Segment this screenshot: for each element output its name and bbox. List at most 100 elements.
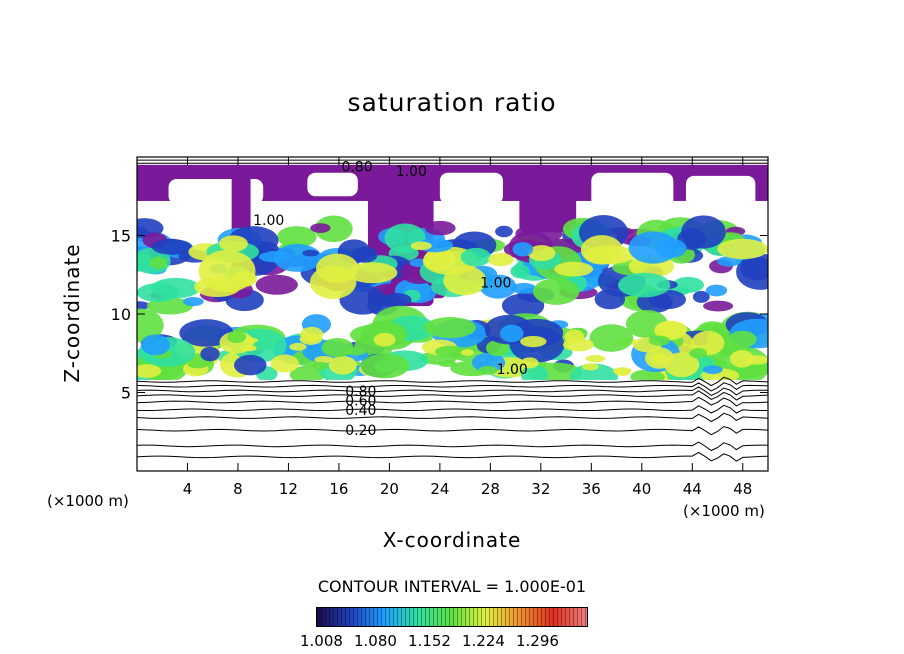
- field-cell: [137, 301, 150, 311]
- colorbar: [316, 607, 588, 627]
- field-cell: [289, 342, 307, 351]
- contour-lines: [137, 159, 768, 462]
- field-cell: [479, 274, 517, 299]
- field-cell: [233, 354, 267, 376]
- colorbar-tick-label: 1.296: [516, 632, 559, 650]
- subsaturated-patch: [439, 172, 503, 205]
- field-cell: [728, 330, 757, 348]
- field-cell: [510, 264, 530, 279]
- field-cell: [137, 283, 180, 303]
- field-cell: [654, 238, 687, 259]
- field-cell: [495, 225, 513, 238]
- colorbar-tick-label: 1.152: [408, 632, 451, 650]
- x-tick-label: 8: [233, 480, 243, 498]
- field-cell: [478, 365, 498, 375]
- field-cell: [512, 242, 534, 257]
- field-cell: [501, 293, 545, 318]
- field-cell: [689, 348, 708, 359]
- field-cell: [200, 346, 220, 362]
- subsaturated-patch: [307, 172, 358, 197]
- field-cell: [218, 235, 248, 252]
- field-cell: [437, 360, 457, 368]
- field-cell: [277, 226, 317, 248]
- x-tick-label: 36: [582, 480, 601, 498]
- field-cell: [581, 363, 599, 371]
- y-tick-label: 5: [121, 384, 131, 403]
- contour-label: 0.80: [341, 159, 372, 175]
- contour-label: 0.80: [345, 384, 376, 400]
- field-cell: [255, 274, 298, 295]
- field-cell: [227, 330, 247, 344]
- field-cell: [424, 317, 476, 339]
- field-cell: [314, 355, 334, 364]
- field-cell: [321, 338, 354, 358]
- field-cell: [423, 247, 457, 271]
- field-cell: [179, 319, 234, 347]
- field-cell: [299, 333, 323, 345]
- field-cell: [435, 345, 466, 358]
- contour-interval-note: CONTOUR INTERVAL = 1.000E-01: [317, 577, 587, 596]
- x-unit-left: (×1000 m): [47, 492, 129, 510]
- field-cell: [648, 335, 670, 346]
- contour-label: 0.20: [345, 423, 376, 439]
- field-cell: [302, 249, 320, 257]
- field-cell: [717, 238, 768, 260]
- x-tick-label: 32: [531, 480, 550, 498]
- field-cell: [310, 223, 331, 233]
- y-axis-label: Z-coordinate: [60, 243, 84, 383]
- field-cell: [141, 334, 171, 356]
- field-cell: [644, 347, 674, 369]
- field-cell: [258, 251, 291, 263]
- x-axis-label: X-coordinate: [382, 528, 522, 552]
- field-cell: [520, 364, 549, 385]
- field-cell: [564, 329, 585, 345]
- y-tick-label: 10: [111, 305, 131, 324]
- field-cell: [702, 365, 723, 374]
- field-cell: [740, 256, 768, 281]
- field-cell: [151, 239, 193, 255]
- field-cell: [520, 357, 539, 369]
- field-cell: [314, 215, 353, 243]
- contour-label: 1.00: [396, 164, 427, 180]
- field-cell: [424, 220, 456, 236]
- contour-line: [137, 425, 768, 436]
- field-cell: [182, 296, 204, 307]
- field-cell: [585, 355, 606, 363]
- x-tick-label: 28: [481, 480, 500, 498]
- contour-line: [137, 382, 768, 392]
- field-cell: [527, 245, 556, 262]
- field-cell: [594, 289, 626, 310]
- contour-line: [137, 386, 768, 396]
- contour-label: 0.60: [345, 393, 376, 409]
- field-cell: [703, 300, 734, 312]
- contour-label: 1.00: [253, 213, 284, 229]
- field-cell: [137, 364, 162, 378]
- contour-line: [137, 390, 768, 401]
- field-cell: [729, 349, 755, 368]
- field-cell: [460, 247, 492, 267]
- saturation-field: [137, 164, 768, 471]
- field-cell: [589, 324, 634, 352]
- x-tick-label: 16: [329, 480, 348, 498]
- field-cell: [583, 245, 636, 265]
- field-cell: [520, 335, 547, 348]
- x-tick-label: 24: [430, 480, 449, 498]
- y-tick-label: 15: [111, 227, 131, 246]
- field-cell: [312, 361, 328, 371]
- field-cell: [654, 320, 687, 341]
- contour-line: [137, 396, 768, 407]
- x-tick-label: 40: [632, 480, 651, 498]
- field-cell: [347, 262, 398, 284]
- field-cell: [328, 355, 357, 375]
- contour-line: [137, 376, 768, 387]
- colorbar-tick-label: 1.224: [462, 632, 505, 650]
- field-cell: [488, 252, 514, 267]
- contour-label: 1.00: [480, 276, 511, 292]
- subsaturated-patch: [591, 172, 674, 212]
- field-cell: [289, 365, 326, 384]
- x-tick-label: 44: [683, 480, 702, 498]
- contour-label: 0.40: [345, 403, 376, 419]
- field-cell: [532, 278, 580, 305]
- field-cell: [352, 246, 378, 263]
- field-cell: [198, 249, 256, 293]
